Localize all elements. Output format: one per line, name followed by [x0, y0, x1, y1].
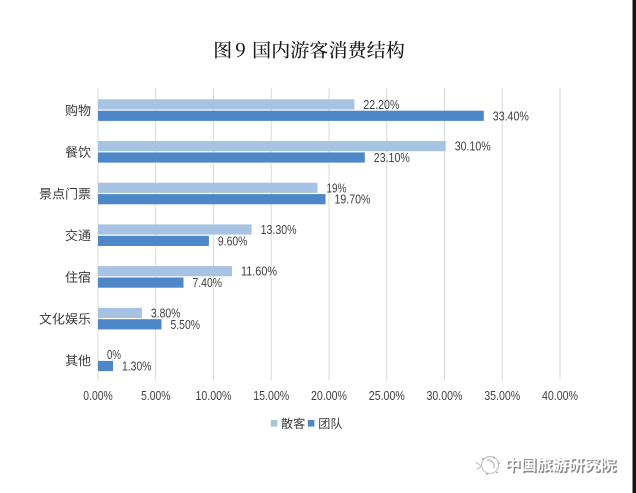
svg-text:7.40%: 7.40%: [193, 276, 223, 290]
svg-text:30.00%: 30.00%: [427, 389, 463, 403]
svg-text:30.10%: 30.10%: [455, 140, 491, 154]
svg-text:3.80%: 3.80%: [151, 306, 181, 320]
svg-text:19.70%: 19.70%: [335, 193, 371, 207]
svg-text:19%: 19%: [327, 181, 347, 195]
svg-text:5.50%: 5.50%: [171, 318, 201, 332]
svg-text:23.10%: 23.10%: [374, 151, 410, 165]
svg-text:13.30%: 13.30%: [261, 223, 297, 237]
svg-text:35.00%: 35.00%: [484, 389, 520, 403]
svg-text:15.00%: 15.00%: [253, 389, 289, 403]
svg-text:20.00%: 20.00%: [311, 389, 347, 403]
svg-text:0%: 0%: [107, 348, 121, 362]
svg-text:5.00%: 5.00%: [141, 389, 170, 403]
svg-text:22.20%: 22.20%: [363, 98, 399, 112]
svg-text:1.30%: 1.30%: [122, 360, 152, 374]
svg-text:0.00%: 0.00%: [83, 389, 112, 403]
svg-text:10.00%: 10.00%: [196, 389, 232, 403]
svg-text:25.00%: 25.00%: [369, 389, 405, 403]
svg-text:11.60%: 11.60%: [241, 265, 277, 279]
svg-text:9.60%: 9.60%: [218, 234, 248, 248]
svg-text:33.40%: 33.40%: [493, 109, 529, 123]
svg-text:40.00%: 40.00%: [542, 389, 578, 403]
